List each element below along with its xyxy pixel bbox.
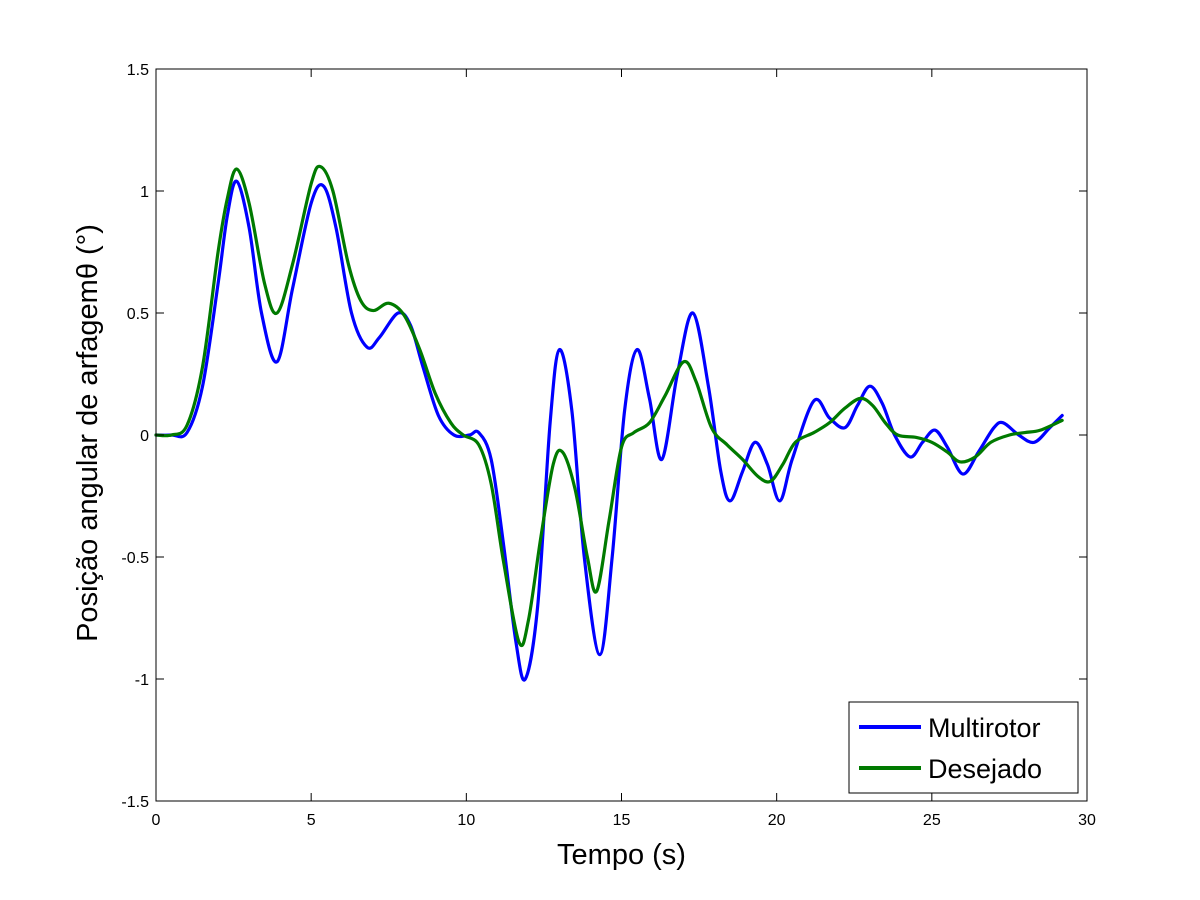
series-line-multirotor [154, 179, 1064, 682]
x-tick-label: 20 [768, 812, 786, 829]
series-layer [154, 164, 1064, 682]
x-tick-label: 15 [613, 812, 631, 829]
y-axis-title: Posição angular de arfagemθ (°) [72, 224, 104, 642]
x-axis-title: Tempo (s) [557, 839, 686, 871]
y-tick-label: 0.5 [127, 306, 149, 323]
legend-box [848, 701, 1079, 794]
y-tick-label: -1 [135, 672, 149, 689]
legend-label-desejado: Desejado [928, 754, 1042, 784]
x-tick-label: 10 [457, 812, 475, 829]
x-tick-label: 30 [1078, 812, 1096, 829]
series-line-desejado [154, 164, 1064, 648]
legend-label-multirotor: Multirotor [928, 713, 1041, 743]
x-tick-label: 25 [923, 812, 941, 829]
y-tick-label: -0.5 [121, 550, 149, 567]
y-tick-label: -1.5 [121, 794, 149, 811]
y-tick-label: 0 [140, 428, 149, 445]
y-tick-label: 1 [140, 184, 149, 201]
x-tick-label: 0 [152, 812, 161, 829]
x-tick-label: 5 [307, 812, 316, 829]
ticks-layer: 0 5 10 15 20 25 30 -1.5 -1 -0.5 0 0.5 1 1.5 [121, 62, 1096, 829]
legend: Multirotor Desejado [848, 701, 1079, 794]
y-tick-label: 1.5 [127, 62, 149, 79]
